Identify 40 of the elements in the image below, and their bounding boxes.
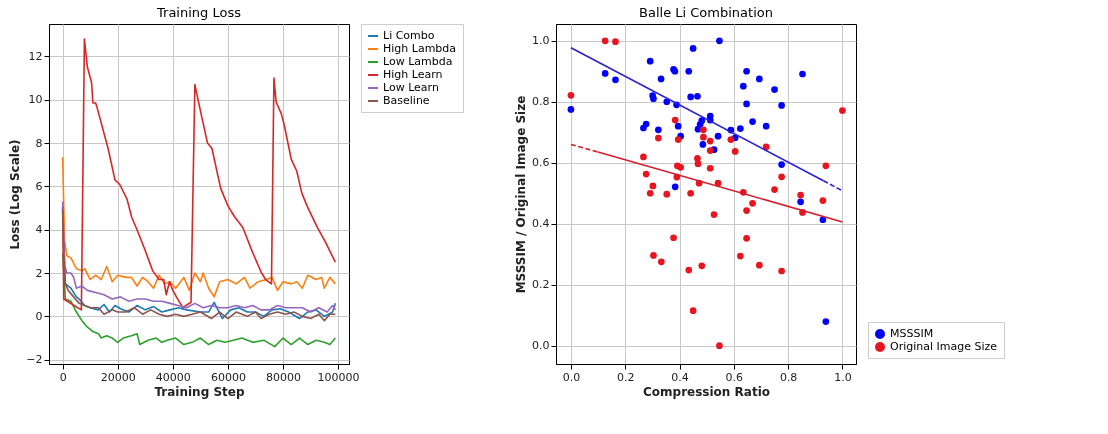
y-tick-label: 0.6 xyxy=(532,156,550,170)
x-tick-label: 0.4 xyxy=(671,370,689,384)
y-tick-label: 0.2 xyxy=(532,278,550,292)
x-tick-label: 0.0 xyxy=(562,370,581,384)
legend-label: High Learn xyxy=(383,68,443,81)
y-tick-label: 0 xyxy=(35,309,43,323)
legend-label: Li Combo xyxy=(383,29,435,42)
y-tick-label: 8 xyxy=(35,136,43,150)
x-tick-label: 0.2 xyxy=(616,370,635,384)
y-axis-title: MSSSIM / Original Image Size xyxy=(514,95,529,294)
y-tick-label: 1.0 xyxy=(532,34,550,48)
chart-title: Balle Li Combination xyxy=(639,5,773,20)
legend-label: Low Lambda xyxy=(383,55,453,68)
x-tick-label: 100000 xyxy=(317,370,360,384)
x-tick-label: 40000 xyxy=(155,370,191,384)
y-tick-label: 10 xyxy=(28,93,43,107)
legend-label: Low Learn xyxy=(383,81,439,94)
y-tick-label: −2 xyxy=(26,353,43,367)
legend-label: MSSSIM xyxy=(890,327,934,340)
chart-title: Training Loss xyxy=(156,4,242,20)
legend-label: High Lambda xyxy=(383,42,457,55)
x-tick-label: 0 xyxy=(59,370,67,384)
x-tick-label: 0.6 xyxy=(725,370,744,384)
y-tick-label: 2 xyxy=(35,266,43,280)
x-tick-label: 1.0 xyxy=(834,370,852,384)
y-tick-label: 12 xyxy=(28,49,43,63)
legend-label: Original Image Size xyxy=(890,340,998,353)
x-tick-label: 60000 xyxy=(210,370,246,384)
x-tick-label: 80000 xyxy=(266,370,302,384)
y-tick-label: 6 xyxy=(35,179,43,193)
y-tick-label: 4 xyxy=(35,223,43,237)
legend-label: Baseline xyxy=(383,94,430,107)
x-tick-label: 0.8 xyxy=(779,370,798,384)
y-tick-label: 0.0 xyxy=(532,339,550,353)
y-tick-label: 0.8 xyxy=(532,95,550,109)
x-axis-title: Compression Ratio xyxy=(643,384,770,399)
y-axis-title: Loss (Log Scale) xyxy=(8,139,23,250)
x-tick-label: 20000 xyxy=(100,370,136,384)
x-axis-title: Training Step xyxy=(154,384,245,399)
y-tick-label: 0.4 xyxy=(532,217,550,231)
